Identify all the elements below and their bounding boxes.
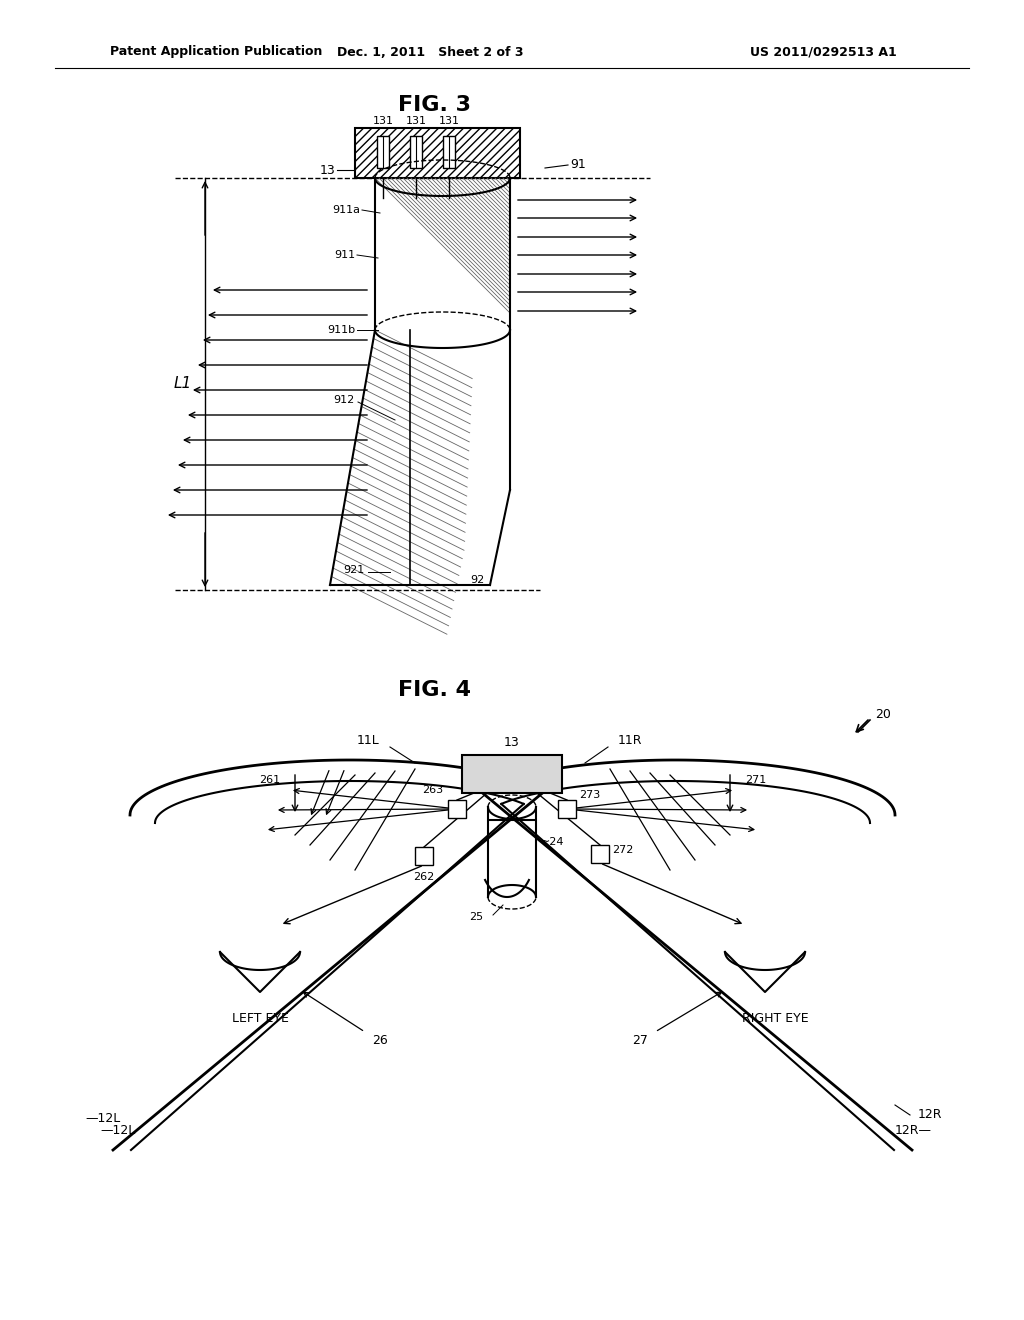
Text: 921: 921 (344, 565, 365, 576)
Text: 911: 911 (334, 249, 355, 260)
Text: 272: 272 (612, 845, 634, 855)
Text: 263: 263 (422, 785, 443, 795)
Text: 20: 20 (874, 709, 891, 722)
Bar (443, 136, 455, 168)
Text: 131: 131 (406, 116, 427, 125)
Text: US 2011/0292513 A1: US 2011/0292513 A1 (750, 45, 897, 58)
Text: 11R: 11R (617, 734, 642, 747)
Text: L1: L1 (174, 376, 193, 392)
Text: 911a: 911a (332, 205, 360, 215)
Text: Patent Application Publication: Patent Application Publication (110, 45, 323, 58)
Text: 26: 26 (372, 1034, 388, 1047)
Text: 11L: 11L (356, 734, 379, 747)
Bar (449, 800, 466, 818)
Text: 262: 262 (414, 873, 434, 882)
Text: ~24: ~24 (541, 837, 564, 847)
Bar (377, 136, 389, 168)
Text: 91: 91 (570, 158, 586, 172)
Bar (591, 845, 609, 863)
Text: 131: 131 (438, 116, 460, 125)
Text: 12R—: 12R— (895, 1123, 932, 1137)
Text: 27: 27 (632, 1034, 648, 1047)
Text: Dec. 1, 2011   Sheet 2 of 3: Dec. 1, 2011 Sheet 2 of 3 (337, 45, 523, 58)
Bar (415, 847, 433, 865)
Text: 911b: 911b (327, 325, 355, 335)
Bar (410, 136, 422, 168)
Text: 271: 271 (745, 775, 766, 785)
Text: FIG. 3: FIG. 3 (398, 95, 471, 115)
Bar (558, 800, 575, 818)
Bar (462, 755, 562, 793)
Text: 13: 13 (319, 164, 335, 177)
Text: —12L: —12L (100, 1123, 135, 1137)
Text: 912: 912 (334, 395, 355, 405)
Text: RIGHT EYE: RIGHT EYE (741, 1011, 808, 1024)
Text: FIG. 4: FIG. 4 (398, 680, 471, 700)
Text: 261: 261 (259, 775, 280, 785)
Text: 92: 92 (470, 576, 484, 585)
Bar (355, 128, 520, 178)
Text: 273: 273 (579, 789, 600, 800)
Text: —12L: —12L (85, 1111, 120, 1125)
Text: 131: 131 (373, 116, 393, 125)
Text: 12R: 12R (918, 1109, 942, 1122)
Text: 13: 13 (504, 737, 520, 750)
Text: LEFT EYE: LEFT EYE (231, 1011, 289, 1024)
Text: 25: 25 (469, 912, 483, 921)
